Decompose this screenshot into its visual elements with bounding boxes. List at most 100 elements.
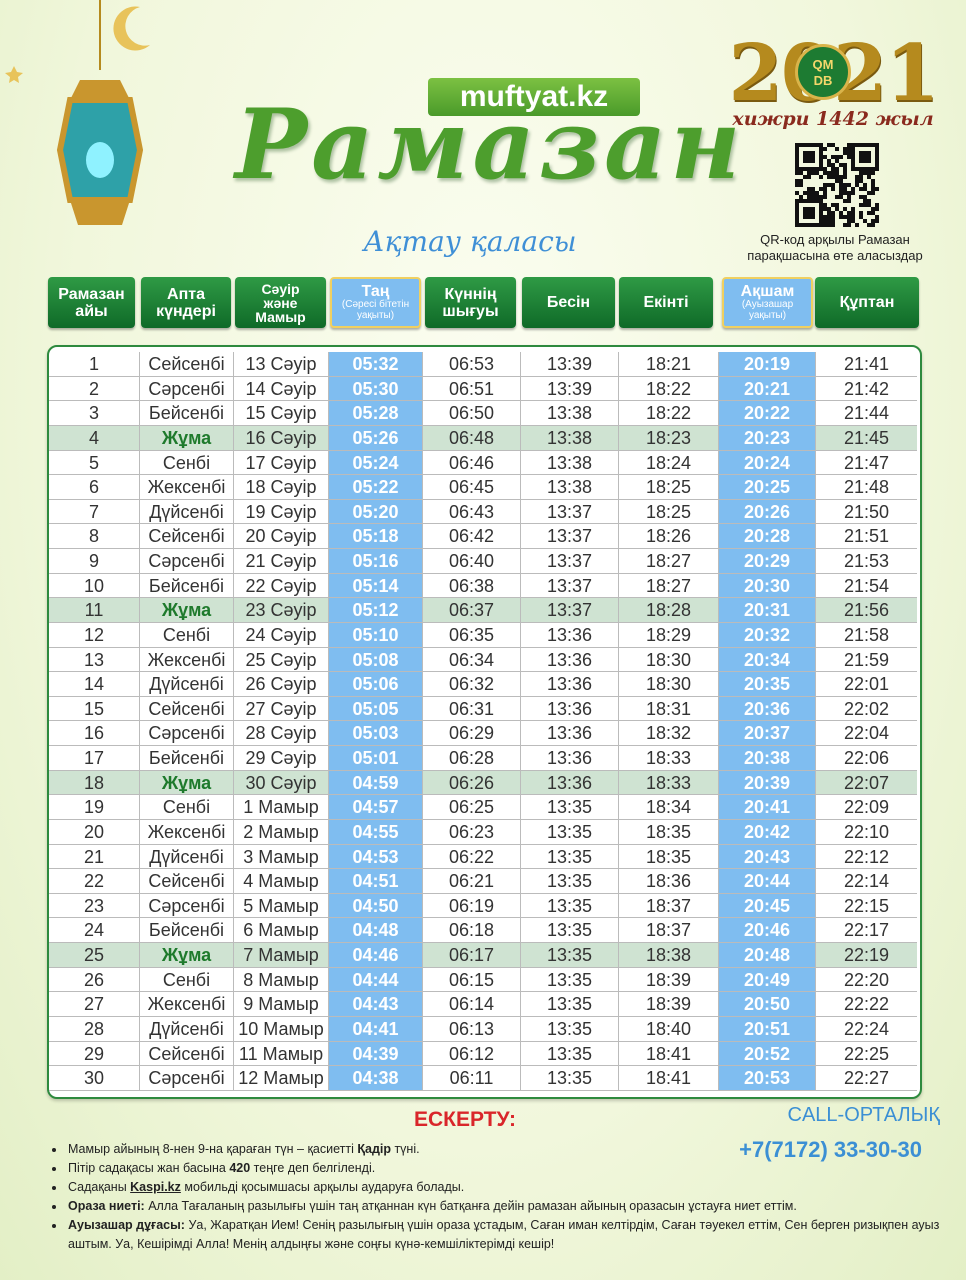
table-cell: 22:09	[816, 795, 917, 820]
table-cell: 2 Мамыр	[234, 819, 329, 845]
table-cell: 05:12	[329, 598, 423, 623]
note-item: Садақаны Kaspi.kz мобильді қосымшасы арқ…	[66, 1178, 946, 1197]
table-body: 1 Сейсенбі 13 Сәуір 05:32 06:53 13:39 18:21 20:…	[47, 345, 922, 1099]
table-cell: 06:18	[423, 918, 521, 944]
table-cell: 18:39	[619, 967, 719, 993]
logo-mark: QM DB	[795, 44, 851, 100]
table-cell: 04:43	[329, 992, 423, 1017]
table-cell: 19	[49, 795, 140, 820]
table-cell: 22:24	[816, 1017, 917, 1042]
table-cell: 21:50	[816, 500, 917, 525]
table-cell: 26 Сәуір	[234, 672, 329, 697]
city: Ақтау қаласы	[363, 225, 577, 258]
table-cell: 06:11	[423, 1066, 521, 1091]
table-cell: 13:36	[521, 696, 619, 722]
table-cell: 13	[49, 647, 140, 673]
table-cell: 13:35	[521, 844, 619, 870]
table-cell: 18:24	[619, 450, 719, 476]
table-cell: Сәрсенбі	[140, 893, 234, 919]
table-cell: 13:35	[521, 795, 619, 820]
table-cell: 06:26	[423, 770, 521, 796]
table-cell: 18:27	[619, 573, 719, 599]
table-cell: 18:23	[619, 425, 719, 451]
table-cell: 20:48	[719, 943, 816, 968]
table-cell: 05:03	[329, 721, 423, 747]
table-cell: 06:45	[423, 475, 521, 500]
table-cell: Сәрсенбі	[140, 376, 234, 402]
table-cell: Жексенбі	[140, 475, 234, 500]
table-cell: 30 Сәуір	[234, 770, 329, 796]
column-header: Рамазан айы	[48, 277, 135, 328]
header-text: күндері	[156, 302, 216, 320]
table-cell: Сенбі	[140, 450, 234, 476]
table-cell: 5	[49, 450, 140, 476]
table-cell: 21:47	[816, 451, 917, 476]
table-cell: 14	[49, 672, 140, 697]
note-item: Ораза ниеті: Алла Тағаланың разылығы үші…	[66, 1197, 946, 1216]
table-cell: 18:34	[619, 795, 719, 820]
table-cell: 10 Мамыр	[234, 1017, 329, 1042]
table-cell: 06:23	[423, 819, 521, 845]
table-cell: 6	[49, 475, 140, 500]
table-cell: 20:35	[719, 672, 816, 697]
table-cell: 13:36	[521, 746, 619, 771]
table-cell: 22:22	[816, 992, 917, 1017]
table-cell: 06:28	[423, 746, 521, 771]
table-cell: 06:35	[423, 622, 521, 648]
table-cell: Сейсенбі	[140, 1041, 234, 1067]
table-cell: 20:44	[719, 869, 816, 894]
header-text: Бесін	[546, 294, 591, 311]
table-cell: Бейсенбі	[140, 918, 234, 944]
table-cell: 21:48	[816, 475, 917, 500]
table-cell: Сәрсенбі	[140, 549, 234, 574]
table-cell: Сәрсенбі	[140, 721, 234, 747]
table-cell: Жұма	[140, 943, 234, 968]
call-label: CALL-ОРТАЛЫҚ	[787, 1104, 941, 1126]
table-cell: 13:35	[521, 992, 619, 1017]
table-cell: Бейсенбі	[140, 746, 234, 771]
table-cell: 06:34	[423, 647, 521, 673]
table-cell: 29	[49, 1041, 140, 1067]
table-cell: 15	[49, 696, 140, 722]
table-cell: 20:50	[719, 992, 816, 1017]
note-text: түні.	[390, 1142, 420, 1156]
table-cell: 18:26	[619, 524, 719, 550]
note-text: теңге деп белгіленді.	[250, 1161, 376, 1175]
table-cell: 20:41	[719, 795, 816, 820]
table-cell: Дүйсенбі	[140, 844, 234, 870]
table-cell: 18:25	[619, 499, 719, 525]
column-header: Сәуір және Мамыр	[235, 277, 326, 328]
table-cell: 13:35	[521, 1066, 619, 1091]
table-cell: Жұма	[140, 425, 234, 451]
header-text: (Ауызашар уақыты)	[741, 298, 794, 321]
logo-text: QM	[812, 57, 834, 72]
table-cell: Сәрсенбі	[140, 1066, 234, 1091]
table-cell: 18 Сәуір	[234, 475, 329, 500]
header-text: шығуы	[442, 302, 499, 320]
header-text: Күннің	[444, 285, 497, 303]
table-cell: 06:38	[423, 573, 521, 599]
table-cell: 20:21	[719, 376, 816, 402]
table-cell: 20 Сәуір	[234, 524, 329, 550]
table-cell: 04:38	[329, 1066, 423, 1091]
table-cell: 18:31	[619, 696, 719, 722]
table-cell: 20:34	[719, 647, 816, 673]
hijri-year: хижри 1442 жыл	[732, 108, 934, 130]
table-cell: 06:46	[423, 450, 521, 476]
table-cell: 13:35	[521, 967, 619, 993]
qr-code	[795, 143, 879, 227]
table-cell: 18:40	[619, 1017, 719, 1042]
table-cell: 3 Мамыр	[234, 844, 329, 870]
table-cell: 06:53	[423, 352, 521, 377]
table-cell: 16 Сәуір	[234, 425, 329, 451]
column-header: Апта күндері	[141, 277, 231, 328]
note-text: Қадір	[357, 1142, 391, 1156]
table-cell: Жексенбі	[140, 992, 234, 1017]
table-cell: 18:32	[619, 721, 719, 747]
table-cell: 13:35	[521, 1017, 619, 1042]
table-cell: 14 Сәуір	[234, 376, 329, 402]
table-cell: 27	[49, 992, 140, 1017]
table-cell: 20:22	[719, 401, 816, 426]
table-cell: 06:29	[423, 721, 521, 747]
